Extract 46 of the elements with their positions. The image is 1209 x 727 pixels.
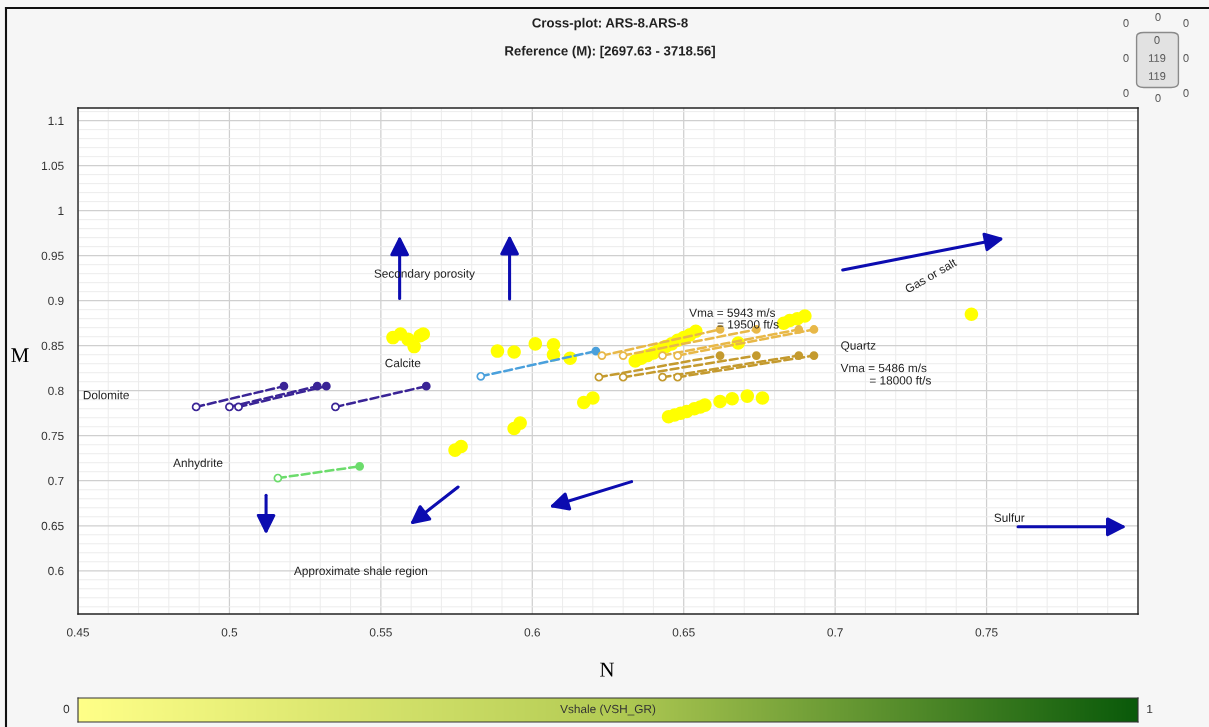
annotation: Vma = 5486 m/s bbox=[840, 363, 927, 373]
text: 119 bbox=[1148, 72, 1166, 80]
text: 0 bbox=[1123, 54, 1129, 62]
annotation: Dolomite bbox=[83, 390, 129, 400]
y-tick-label: 0.6 bbox=[48, 566, 64, 576]
x-tick-label: 0.65 bbox=[672, 628, 695, 637]
text: 0 bbox=[1154, 36, 1160, 44]
annotation: Quartz bbox=[841, 341, 876, 352]
text: 0 bbox=[1183, 89, 1189, 97]
color-bar-label: 1 bbox=[1147, 704, 1153, 714]
y-tick-label: 0.9 bbox=[48, 296, 64, 306]
chart-subtitle: Reference (M): [2697.63 - 3718.56] bbox=[505, 45, 715, 59]
annotation: Anhydrite bbox=[173, 458, 223, 470]
y-tick-label: 0.95 bbox=[41, 251, 64, 261]
y-tick-label: 1 bbox=[58, 206, 64, 215]
annotation: = 18000 ft/s bbox=[869, 375, 931, 385]
x-tick-label: 0.6 bbox=[524, 628, 540, 637]
color-bar-title: Vshale (VSH_GR) bbox=[560, 704, 656, 716]
x-tick-label: 0.45 bbox=[66, 628, 89, 637]
text: 0 bbox=[1183, 54, 1189, 62]
chart-title: Cross-plot: ARS-8.ARS-8 bbox=[532, 17, 688, 31]
y-tick-label: 0.8 bbox=[48, 386, 64, 396]
y-tick-label: 1.1 bbox=[48, 116, 64, 125]
text: 0 bbox=[1183, 19, 1189, 27]
annotation: Gas or salt bbox=[904, 257, 958, 294]
y-tick-label: 0.7 bbox=[48, 476, 64, 486]
x-tick-label: 0.5 bbox=[221, 628, 238, 637]
x-tick-label: 0.55 bbox=[369, 628, 392, 637]
annotation: Sulfur bbox=[994, 513, 1025, 522]
color-bar-label: 0 bbox=[63, 704, 70, 714]
annotation: Calcite bbox=[385, 358, 421, 368]
annotation: Vma = 5943 m/s bbox=[689, 308, 776, 317]
text: 0 bbox=[1155, 13, 1161, 21]
annotation: Approximate shale region bbox=[293, 566, 428, 578]
text: 0 bbox=[1123, 89, 1129, 97]
text: 0 bbox=[1155, 94, 1161, 102]
y-tick-label: 0.75 bbox=[41, 431, 64, 441]
text: 0 bbox=[1123, 19, 1129, 27]
x-axis-title: N bbox=[600, 662, 615, 677]
x-tick-label: 0.7 bbox=[827, 628, 843, 637]
y-axis-title: M bbox=[11, 348, 29, 363]
y-tick-label: 0.65 bbox=[41, 521, 64, 531]
text: 119 bbox=[1148, 54, 1166, 62]
y-tick-label: 1.05 bbox=[42, 161, 64, 171]
x-tick-label: 0.75 bbox=[975, 628, 998, 637]
y-tick-label: 0.85 bbox=[41, 341, 64, 351]
